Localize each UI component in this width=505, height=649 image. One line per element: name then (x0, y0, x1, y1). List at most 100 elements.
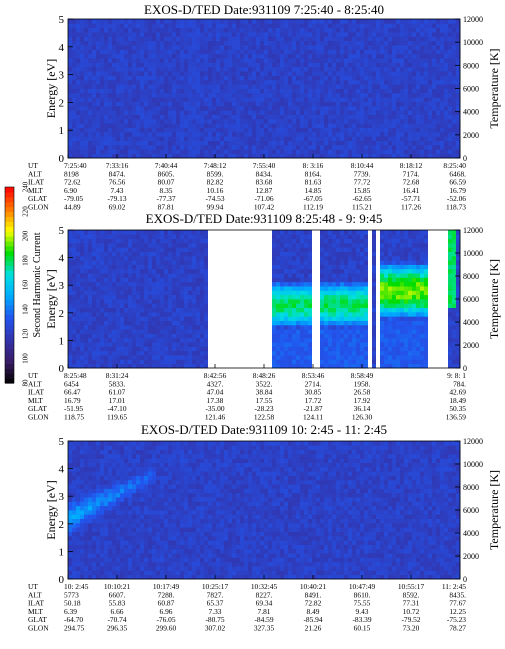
heatmap-cell (148, 131, 153, 137)
heatmap-cell (128, 281, 133, 287)
heatmap-cell (308, 40, 313, 46)
data-gap-cell (236, 329, 241, 334)
heatmap-cell (176, 238, 181, 244)
heatmap-cell (356, 131, 361, 137)
heatmap-cell (156, 329, 161, 334)
heatmap-cell (192, 36, 197, 42)
heatmap-cell (412, 136, 417, 142)
heatmap-cell (112, 88, 117, 94)
data-gap-cell (212, 337, 217, 343)
heatmap-cell (284, 97, 289, 102)
heatmap-cell (228, 45, 233, 50)
heatmap-cell (332, 149, 337, 155)
heatmap-cell (176, 101, 181, 107)
heatmap-cell (432, 105, 437, 111)
heatmap-cell (304, 32, 309, 37)
heatmap-cell (156, 230, 161, 235)
heatmap-cell (304, 123, 309, 128)
heatmap-cell (392, 127, 397, 133)
heatmap-cell (204, 149, 209, 155)
heatmap-cell (68, 149, 73, 155)
heatmap-cell (148, 333, 153, 339)
heatmap-cell (380, 79, 385, 85)
heatmap-cell (300, 58, 305, 63)
heatmap-cell (76, 79, 81, 85)
table-cell: 12.87 (256, 186, 273, 195)
heatmap-cell (120, 75, 125, 81)
heatmap-cell (180, 273, 185, 278)
data-gap-cell (248, 277, 253, 283)
heatmap-cell (332, 75, 337, 81)
heatmap-cell (336, 114, 341, 120)
heatmap-cell (148, 23, 153, 29)
colorbar-segment (5, 255, 14, 262)
colorbar-segment (5, 265, 14, 271)
heatmap-cell (240, 79, 245, 85)
heatmap-cell (396, 149, 401, 155)
heatmap-cell (196, 92, 201, 98)
heatmap-cell (88, 346, 93, 352)
heatmap-cell (452, 123, 457, 128)
heatmap-cell (172, 62, 177, 68)
heatmap-cell (68, 66, 73, 72)
heatmap-cell (276, 281, 281, 287)
heatmap-cell (68, 114, 73, 120)
heatmap-cell (72, 320, 77, 326)
heatmap-cell (432, 75, 437, 81)
heatmap-cell (360, 62, 365, 68)
heatmap-cell (432, 97, 437, 102)
heatmap-cell (140, 324, 145, 330)
heatmap-cell (436, 36, 441, 42)
heatmap-cell (128, 127, 133, 133)
heatmap-cell (344, 136, 349, 142)
heatmap-cell (108, 299, 113, 304)
heatmap-cell (200, 110, 205, 115)
heatmap-cell (172, 140, 177, 146)
heatmap-cell (140, 290, 145, 296)
heatmap-cell (408, 153, 413, 159)
data-gap-cell (224, 346, 229, 352)
heatmap-cell (96, 324, 101, 330)
heatmap-cell (444, 144, 449, 150)
panel-1: EXOS-D/TED Date:931109 7:25:40 - 8:25:40… (28, 2, 501, 212)
heatmap-cell (196, 23, 201, 29)
heatmap-cell (208, 88, 213, 94)
heatmap-cell (232, 66, 237, 72)
heatmap-cell (332, 53, 337, 59)
data-gap-cell (232, 337, 237, 343)
heatmap-cell (132, 320, 137, 326)
heatmap-cell (332, 88, 337, 94)
heatmap-cell (156, 140, 161, 146)
heatmap-cell (364, 123, 369, 128)
y-tick-label: 4 (59, 42, 65, 54)
data-gap-cell (252, 303, 257, 309)
heatmap-cell (320, 79, 325, 85)
heatmap-cell (412, 114, 417, 120)
heatmap-cell (256, 27, 261, 33)
heatmap-cell (76, 32, 81, 37)
heatmap-cell (204, 281, 209, 287)
heatmap-cell (200, 19, 205, 24)
heatmap-cell (148, 49, 153, 55)
heatmap-cell (268, 53, 273, 59)
heatmap-cell (344, 45, 349, 50)
heatmap-cell (412, 49, 417, 55)
heatmap-cell (68, 92, 73, 98)
heatmap-cell (148, 110, 153, 115)
heatmap-cell (300, 79, 305, 85)
heatmap-cell (116, 32, 121, 37)
heatmap-cell (396, 45, 401, 50)
heatmap-cell (252, 58, 257, 63)
data-gap-cell (252, 363, 257, 369)
heatmap-cell (252, 49, 257, 55)
heatmap-cell (148, 281, 153, 287)
heatmap-cell (80, 337, 85, 343)
heatmap-cell (316, 97, 321, 102)
heatmap-cell (104, 118, 109, 124)
heatmap-cell (132, 363, 137, 369)
heatmap-cell (400, 97, 405, 102)
heatmap-cell (72, 88, 77, 94)
heatmap-cell (84, 32, 89, 37)
heatmap-cell (364, 27, 369, 33)
heatmap-cell (120, 140, 125, 146)
